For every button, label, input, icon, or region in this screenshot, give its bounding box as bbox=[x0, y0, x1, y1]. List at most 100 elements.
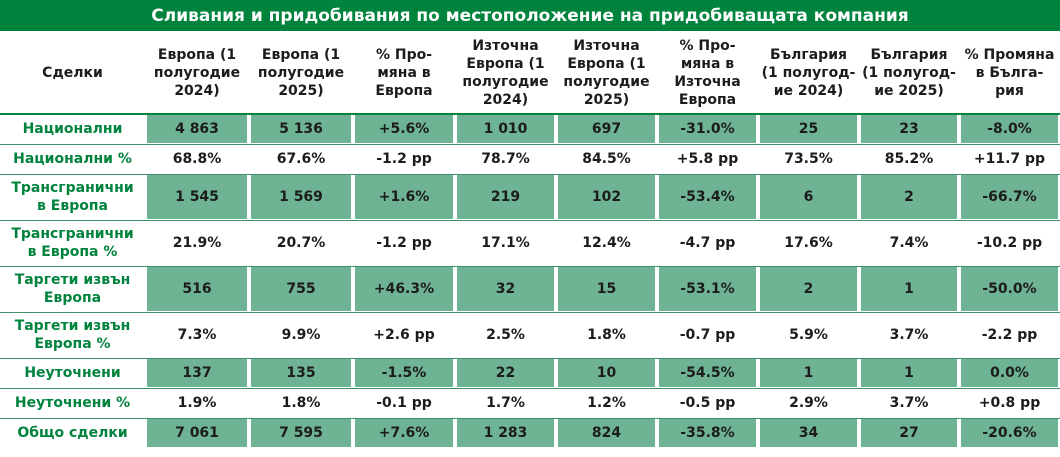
table-cell: 25 bbox=[760, 115, 857, 143]
table-cell: 1.8% bbox=[281, 394, 321, 411]
table-cell: 219 bbox=[457, 175, 554, 219]
table-cell: 3.7% bbox=[889, 326, 929, 343]
column-header: % Про-мяна в Източна Европа bbox=[674, 38, 741, 108]
column-header: % Про-мяна в Европа bbox=[375, 47, 433, 99]
table-cell: 7.4% bbox=[889, 234, 929, 251]
table-cell: 2.9% bbox=[789, 394, 828, 411]
table-cell: 15 bbox=[558, 267, 655, 311]
table-cell: 6 bbox=[760, 175, 857, 219]
table-cell: +7.6% bbox=[355, 419, 453, 447]
table-cell: -4.7 pp bbox=[679, 234, 736, 251]
table-cell: 0.0% bbox=[961, 359, 1058, 387]
table-cell: 78.7% bbox=[481, 150, 530, 167]
table-cell: +0.8 pp bbox=[978, 394, 1041, 411]
row-label: Национални bbox=[22, 121, 123, 137]
table-cell: -53.4% bbox=[659, 175, 756, 219]
table-cell: 7.3% bbox=[177, 326, 217, 343]
table-cell: 697 bbox=[558, 115, 655, 143]
row-label: Неуточнени bbox=[24, 365, 121, 381]
table-cell: 17.1% bbox=[481, 234, 530, 251]
row-divider bbox=[0, 220, 1060, 221]
table-cell: 27 bbox=[861, 419, 957, 447]
row-label: Таргети извън Европа bbox=[14, 272, 131, 306]
table-cell: -35.8% bbox=[659, 419, 756, 447]
table-cell: 824 bbox=[558, 419, 655, 447]
row-label: Трансгранични в Европа % bbox=[11, 226, 134, 260]
table-cell: +46.3% bbox=[355, 267, 453, 311]
table-cell: 2 bbox=[760, 267, 857, 311]
table-cell: -8.0% bbox=[961, 115, 1058, 143]
table-cell: 1 569 bbox=[251, 175, 351, 219]
table-cell: -53.1% bbox=[659, 267, 756, 311]
table-cell: 1 bbox=[861, 267, 957, 311]
row-label: Общо сделки bbox=[17, 425, 128, 441]
table-cell: 23 bbox=[861, 115, 957, 143]
column-header: % Промяна в Бълга-рия bbox=[964, 47, 1055, 99]
column-header: България (1 полугод-ие 2025) bbox=[862, 47, 956, 99]
row-divider bbox=[0, 358, 1060, 359]
column-header-deals: Сделки bbox=[42, 65, 103, 81]
table-row: Национални 4 863 5 136 +5.6% 1 010 697 -31.0% 2… bbox=[0, 115, 1060, 143]
column-header: Европа (1 полугодие 2025) bbox=[257, 47, 345, 99]
table-cell: 9.9% bbox=[281, 326, 321, 343]
table-cell: 32 bbox=[457, 267, 554, 311]
header-divider bbox=[0, 113, 1060, 115]
row-divider bbox=[0, 388, 1060, 389]
table-cell: 755 bbox=[251, 267, 351, 311]
table-cell: -0.5 pp bbox=[679, 394, 736, 411]
table-row: Трансгранични в Европа 1 545 1 569 +1.6% 219 1… bbox=[0, 175, 1060, 219]
table-cell: 5.9% bbox=[789, 326, 828, 343]
table-cell: -20.6% bbox=[961, 419, 1058, 447]
table-cell: 67.6% bbox=[276, 150, 326, 167]
table-cell: 84.5% bbox=[582, 150, 631, 167]
table-header-row: Сделки Европа (1 полугодие 2024) Европа (1 по… bbox=[0, 32, 1060, 114]
table-cell: 1 010 bbox=[457, 115, 554, 143]
table-row: Неуточнени % 1.9% 1.8% -0.1 pp 1.7% 1.2% -0.5 … bbox=[0, 389, 1060, 417]
table-cell: 21.9% bbox=[172, 234, 222, 251]
table-cell: -2.2 pp bbox=[981, 326, 1038, 343]
table-cell: 34 bbox=[760, 419, 857, 447]
table-cell: 1 283 bbox=[457, 419, 554, 447]
column-header: Източна Европа (1 полугодие 2025) bbox=[563, 38, 650, 108]
table-cell: 68.8% bbox=[172, 150, 222, 167]
table-cell: +5.6% bbox=[355, 115, 453, 143]
table-row: Трансгранични в Европа % 21.9% 20.7% -1.2 pp… bbox=[0, 221, 1060, 265]
row-label: Таргети извън Европа % bbox=[14, 318, 131, 352]
row-divider bbox=[0, 266, 1060, 267]
table-cell: 137 bbox=[147, 359, 247, 387]
table-cell: +2.6 pp bbox=[373, 326, 435, 343]
table-cell: 1 bbox=[760, 359, 857, 387]
table-cell: 73.5% bbox=[784, 150, 833, 167]
table-cell: -0.1 pp bbox=[376, 394, 432, 411]
table-row: Таргети извън Европа 516 755 +46.3% 32 15 -53.1… bbox=[0, 267, 1060, 311]
table-cell: -1.5% bbox=[355, 359, 453, 387]
table-cell: 2.5% bbox=[486, 326, 525, 343]
table-cell: +5.8 pp bbox=[676, 150, 739, 167]
table-row: Общо сделки 7 061 7 595 +7.6% 1 283 824 -35.8%… bbox=[0, 419, 1060, 447]
table-cell: 10 bbox=[558, 359, 655, 387]
row-divider bbox=[0, 418, 1060, 419]
row-divider bbox=[0, 144, 1060, 145]
table-cell: 1 bbox=[861, 359, 957, 387]
table-row: Таргети извън Европа % 7.3% 9.9% +2.6 pp 2.5%… bbox=[0, 313, 1060, 357]
table-cell: 516 bbox=[147, 267, 247, 311]
table-cell: -1.2 pp bbox=[376, 234, 432, 251]
table-cell: 7 595 bbox=[251, 419, 351, 447]
table-cell: -50.0% bbox=[961, 267, 1058, 311]
row-divider bbox=[0, 312, 1060, 313]
table-cell: 17.6% bbox=[784, 234, 833, 251]
table-cell: 1.2% bbox=[587, 394, 626, 411]
page-title: Сливания и придобивания по местоположени… bbox=[0, 0, 1060, 31]
table-cell: 4 863 bbox=[147, 115, 247, 143]
table-cell: 1.9% bbox=[177, 394, 217, 411]
column-header: Източна Европа (1 полугодие 2024) bbox=[462, 38, 549, 108]
table-cell: 1.8% bbox=[587, 326, 626, 343]
row-label: Неуточнени % bbox=[14, 395, 131, 411]
table-cell: -54.5% bbox=[659, 359, 756, 387]
row-label: Трансгранични в Европа bbox=[11, 180, 134, 214]
table-cell: -31.0% bbox=[659, 115, 756, 143]
row-divider bbox=[0, 174, 1060, 175]
table-cell: +1.6% bbox=[355, 175, 453, 219]
table-cell: 102 bbox=[558, 175, 655, 219]
table-cell: 12.4% bbox=[582, 234, 631, 251]
